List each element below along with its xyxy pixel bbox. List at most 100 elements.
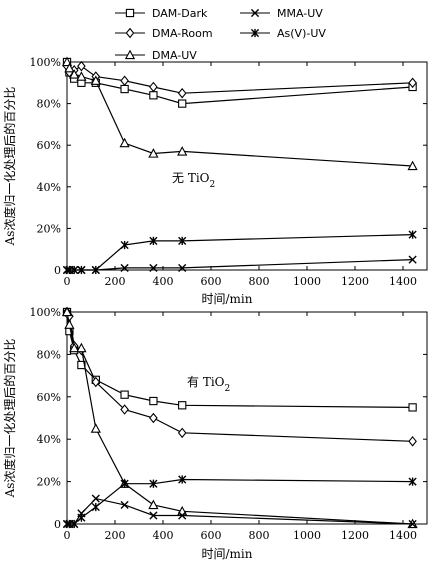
y-tick-label: 0	[54, 264, 61, 277]
x-tick-label: 800	[249, 275, 270, 288]
data-point	[64, 319, 75, 329]
x-tick-label: 1400	[389, 529, 417, 542]
chart-panel-2: 0 200 400 600 800 1000 1200 1400 0 20% 40% 60% 80% 10…	[2, 306, 428, 561]
data-point	[178, 236, 187, 245]
data-point	[120, 240, 129, 250]
x-tick-label: 600	[201, 529, 222, 542]
panel-annotation: 有 TiO2	[187, 375, 230, 394]
series-line	[67, 234, 413, 271]
data-point	[61, 306, 73, 317]
legend-marker-x	[250, 8, 260, 18]
data-point	[69, 69, 80, 79]
x-axis-label: 时间/min	[202, 547, 253, 561]
series-dma-room	[62, 60, 417, 99]
legend-label: MMA-UV	[277, 7, 323, 20]
x-tick-label: 400	[153, 275, 174, 288]
series-dam-dark	[62, 57, 417, 108]
plot-frame	[66, 311, 428, 525]
x-tick-label: 1000	[293, 529, 321, 542]
data-point	[178, 263, 187, 273]
x-tick-label: 800	[249, 529, 270, 542]
series-line	[66, 61, 413, 167]
data-point	[408, 255, 417, 264]
y-tick-label: 40%	[37, 181, 61, 194]
data-point	[149, 91, 158, 100]
legend-marker-square	[125, 8, 135, 18]
x-tick-label: 600	[201, 275, 222, 288]
series-as-v-uv	[62, 230, 417, 275]
series-line	[67, 497, 413, 525]
series-mma-uv	[62, 255, 417, 275]
y-axis-label: As浓度归一化处理后的百分比	[2, 339, 17, 499]
data-point	[177, 87, 187, 99]
data-point	[149, 511, 158, 520]
x-tick-label: 1400	[389, 275, 417, 288]
data-point	[77, 60, 86, 72]
series-line	[66, 311, 413, 525]
data-point	[76, 71, 87, 81]
data-point	[69, 342, 80, 353]
panel-annotation: 无 TiO2	[172, 171, 215, 190]
data-point	[149, 396, 158, 406]
x-tick-label: 200	[105, 529, 126, 542]
y-tick-label: 100%	[30, 306, 61, 319]
data-point	[407, 160, 418, 171]
x-tick-label: 200	[105, 275, 126, 288]
data-point	[77, 265, 86, 275]
data-point	[149, 236, 158, 245]
series-line	[66, 65, 413, 94]
data-point	[91, 502, 100, 512]
series-dma-uv	[61, 306, 418, 529]
data-point	[408, 77, 417, 89]
data-point	[91, 494, 100, 503]
series-mma-uv	[62, 494, 417, 529]
y-tick-label: 60%	[37, 139, 61, 152]
data-point	[177, 146, 188, 156]
data-point	[77, 513, 86, 522]
y-tick-label: 20%	[37, 222, 61, 235]
y-axis-label: As浓度归一化处理后的百分比	[2, 87, 17, 247]
data-point	[76, 342, 87, 353]
series-dma-uv	[61, 56, 418, 171]
data-point	[120, 390, 129, 399]
series-line	[66, 311, 413, 408]
data-point	[408, 403, 417, 412]
legend-label: DMA-UV	[152, 49, 197, 62]
x-tick-label: 0	[64, 529, 71, 542]
legend-label: As(V)-UV	[277, 27, 326, 40]
y-tick-label: 20%	[37, 476, 61, 489]
y-tick-label: 80%	[37, 348, 61, 361]
y-tick-label: 40%	[37, 433, 61, 446]
data-point	[64, 62, 75, 73]
data-point	[148, 499, 159, 510]
data-point	[408, 477, 417, 486]
x-tick-label: 1200	[341, 529, 369, 542]
data-point	[149, 263, 158, 273]
legend-item: DMA-Room	[115, 27, 213, 40]
legend-label: DMA-Room	[152, 27, 213, 40]
data-point	[177, 427, 187, 439]
x-axis-label: 时间/min	[202, 292, 253, 306]
data-point	[149, 412, 158, 424]
legend-item: As(V)-UV	[240, 27, 326, 40]
data-point	[120, 263, 129, 273]
data-point	[178, 99, 187, 108]
data-point	[120, 84, 129, 94]
data-point	[408, 519, 417, 529]
data-point	[120, 404, 129, 415]
data-point	[178, 401, 187, 410]
data-point	[90, 75, 101, 85]
x-tick-label: 400	[153, 529, 174, 542]
legend-item: DAM-Dark	[115, 7, 208, 20]
data-point	[148, 148, 159, 158]
data-point	[149, 479, 158, 488]
data-point	[408, 436, 417, 447]
y-tick-label: 100%	[30, 56, 61, 69]
series-line	[66, 61, 413, 105]
data-point	[91, 265, 100, 275]
data-point	[120, 479, 129, 488]
data-point	[178, 511, 187, 520]
y-tick-label: 80%	[37, 98, 61, 111]
legend-item: MMA-UV	[240, 7, 323, 20]
y-tick-label: 60%	[37, 391, 61, 404]
